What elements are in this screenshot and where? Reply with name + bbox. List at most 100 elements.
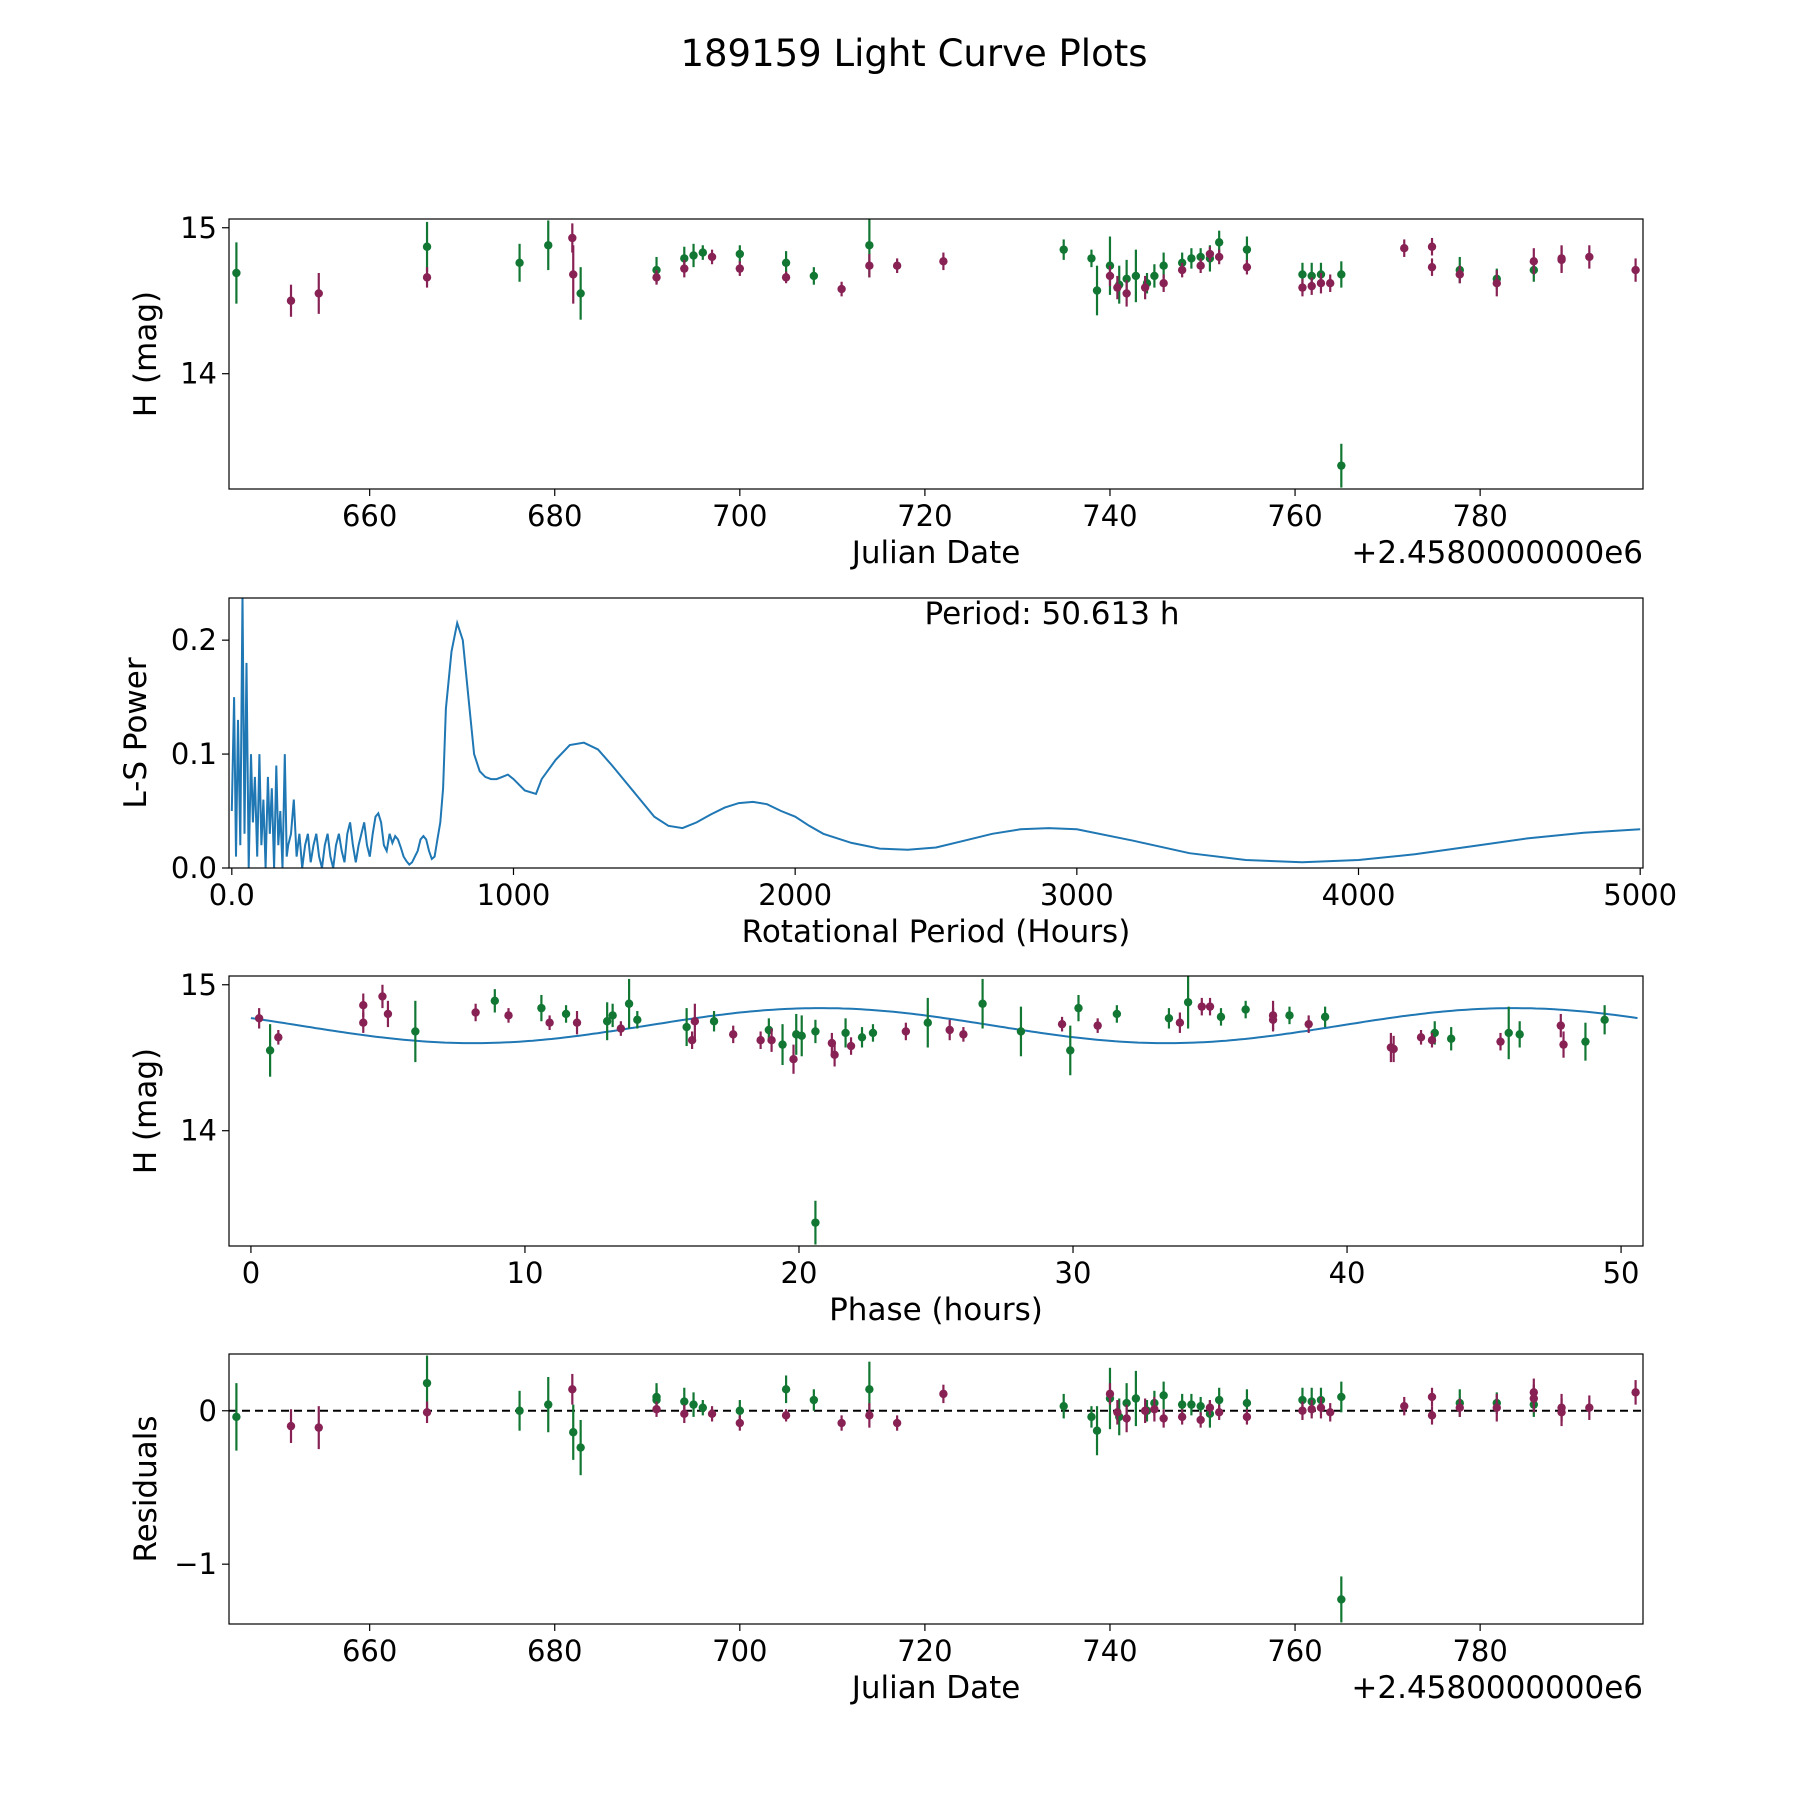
data-point — [1326, 1408, 1335, 1417]
data-point — [1087, 1412, 1096, 1422]
chart-residuals: 660 680 700 720 740 760 780 −1 0 Julian Date Resid… — [128, 1353, 1644, 1706]
x-axis-label: Julian Date — [850, 535, 1021, 571]
data-point — [735, 1418, 745, 1428]
x-tick-label: 740 — [1082, 499, 1137, 533]
data-point — [1074, 1003, 1083, 1013]
data-point — [1092, 1426, 1102, 1435]
data-point — [1093, 1021, 1102, 1030]
data-point — [809, 271, 819, 281]
data-point — [545, 1018, 554, 1027]
data-point — [1177, 258, 1187, 267]
y-axis-label: H (mag) — [128, 1048, 164, 1174]
y-tick-label: 0.1 — [171, 737, 217, 771]
data-point — [561, 1009, 571, 1019]
data-point — [1316, 279, 1326, 288]
x-tick-label: 30 — [1055, 1256, 1092, 1290]
x-tick-label: 3000 — [1040, 878, 1114, 912]
data-point — [778, 1040, 787, 1049]
periodogram-line — [230, 598, 1641, 868]
data-point — [1326, 279, 1335, 288]
data-point — [1205, 1002, 1215, 1011]
data-point — [857, 1033, 867, 1042]
data-point — [1242, 1412, 1252, 1422]
y-tick-label: −1 — [174, 1547, 217, 1581]
data-point — [797, 1031, 806, 1041]
data-point — [1600, 1015, 1609, 1024]
data-point — [959, 1030, 968, 1039]
data-point — [608, 1011, 617, 1020]
y-tick-label: 0 — [199, 1394, 217, 1428]
figure-title: 189159 Light Curve Plots — [680, 32, 1147, 75]
x-tick-label: 660 — [342, 499, 397, 533]
data-point — [809, 1395, 819, 1405]
data-point — [602, 1017, 612, 1026]
y-tick-label: 0.2 — [171, 623, 217, 657]
chart-lightcurve: 660 680 700 720 740 760 780 14 15 Julian Date H (m… — [128, 211, 1644, 571]
data-point — [1113, 1408, 1122, 1417]
data-point — [1159, 1391, 1168, 1400]
data-point — [756, 1036, 765, 1045]
data-point — [1337, 461, 1346, 470]
data-point — [1427, 1036, 1437, 1045]
data-point — [1196, 252, 1205, 262]
data-point — [1187, 1400, 1196, 1409]
data-point — [865, 241, 874, 250]
y-tick-label: 0.0 — [171, 851, 217, 885]
x-tick-label: 50 — [1603, 1256, 1640, 1290]
axes-frame — [228, 218, 1644, 490]
data-point — [1304, 1019, 1313, 1029]
data-point — [1159, 1414, 1168, 1423]
data-point — [1196, 1401, 1205, 1411]
data-point — [1105, 271, 1115, 281]
data-point — [892, 261, 902, 270]
data-point — [1427, 1392, 1437, 1402]
data-point — [1307, 1405, 1316, 1414]
data-point — [1059, 245, 1068, 254]
data-point — [1196, 1415, 1205, 1425]
x-tick-label: 20 — [781, 1256, 818, 1290]
data-point — [1196, 261, 1205, 270]
data-point — [1216, 1012, 1226, 1022]
data-point — [544, 1400, 553, 1409]
data-point — [1556, 1021, 1565, 1030]
x-tick-label: 680 — [527, 1634, 582, 1668]
data-point — [1214, 238, 1224, 247]
data-point — [1187, 254, 1196, 263]
chart-periodogram: 0.0 1000 2000 3000 4000 5000 0.0 0.1 0.2 Rotation… — [118, 596, 1677, 950]
data-point — [781, 1385, 791, 1394]
data-point — [1427, 262, 1437, 272]
data-point — [837, 1418, 846, 1428]
data-point — [378, 992, 387, 1001]
data-point — [1057, 1019, 1067, 1029]
data-point — [422, 242, 432, 251]
data-point — [781, 273, 791, 282]
data-point — [1140, 1406, 1150, 1415]
plot-area — [229, 1355, 1643, 1623]
data-point — [576, 1443, 585, 1452]
data-point — [1268, 1011, 1278, 1020]
data-point — [1131, 1394, 1141, 1403]
plot-area — [232, 219, 1640, 488]
data-point — [568, 233, 577, 243]
data-point — [1159, 261, 1168, 270]
data-point — [1337, 1595, 1346, 1604]
data-point — [1631, 265, 1640, 275]
data-point — [1150, 271, 1159, 281]
data-point — [1529, 257, 1539, 266]
data-point — [1298, 1406, 1307, 1415]
x-tick-label: 1000 — [477, 878, 551, 912]
data-point — [1242, 245, 1252, 254]
x-offset-label: +2.4580000000e6 — [1351, 1670, 1643, 1706]
data-point — [837, 284, 846, 294]
data-point — [383, 1009, 393, 1019]
period-annotation: Period: 50.613 h — [925, 596, 1180, 632]
data-point — [680, 254, 689, 263]
data-point — [1585, 1403, 1594, 1412]
data-point — [1112, 1009, 1122, 1019]
data-point — [1113, 283, 1122, 292]
data-point — [680, 1409, 689, 1419]
data-point — [359, 1018, 368, 1027]
data-point — [515, 1406, 524, 1415]
data-point — [537, 1003, 546, 1013]
